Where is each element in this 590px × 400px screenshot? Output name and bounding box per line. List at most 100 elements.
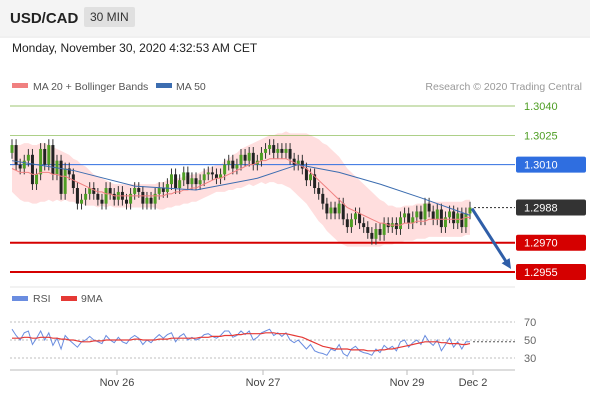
level-label-4: 1.2970 [524,238,558,250]
candle-body [104,188,108,204]
rsi-line [11,328,470,357]
candle-body [161,188,165,192]
candle-body [178,180,182,189]
candle-body [362,223,366,228]
candle-body [26,154,30,161]
candle-body [407,213,411,224]
candle-body [149,197,153,204]
candle-body [112,193,116,200]
candle-body [448,211,452,218]
candle-body [198,180,202,185]
candle-body [415,211,419,218]
candle-body [182,172,186,181]
candle-body [174,174,178,189]
bollinger-band [12,131,470,247]
ma50-line [11,160,471,216]
candle-body [210,172,214,175]
candle-body [84,193,88,200]
candle-body [431,211,435,220]
candle-body [71,174,75,189]
candle-body [227,160,231,165]
candle-body [264,148,268,153]
rsi-legend-label: RSI [33,293,51,305]
candle-body [358,213,362,224]
candle-body [341,203,345,220]
candle-body [133,188,137,194]
candle-body [317,188,321,194]
candle-body [22,160,26,169]
level-badge-5 [516,264,586,280]
candle-body [10,145,14,153]
main-legend: MA 20 + Bollinger Bands MA 50 Research ©… [12,81,582,93]
candle-body [129,193,133,204]
x-label-0: Nov 26 [100,377,135,389]
candle-body [280,148,284,153]
candle-body [157,188,161,194]
candle-body [51,145,55,175]
credit-label: Research © 2020 Trading Central [425,81,582,93]
candle-body [231,160,235,169]
level-badge-2 [516,156,586,173]
candle-body [411,217,415,224]
timestamp: Monday, November 30, 2020 4:32:53 AM CET [12,41,258,55]
candle-body [288,148,292,159]
x-label-3: Dec 2 [459,377,488,389]
candle-body [443,217,447,228]
ma9-legend-swatch [61,296,77,301]
candle-body [43,148,47,165]
candle-body [75,188,79,204]
candle-body [419,211,423,220]
candle-body [460,213,464,228]
candle-body [190,178,194,185]
candle-body [202,174,206,181]
x-label-2: Nov 29 [390,377,425,389]
candle-body [272,145,276,153]
rsi-tick-1: 50 [524,335,536,347]
candle-body [243,154,247,161]
level-badge-4 [516,234,586,251]
candle-body [329,207,333,214]
candle-body [18,164,22,169]
candle-body [96,193,100,200]
projection-arrow [470,207,509,264]
level-label-5: 1.2955 [524,267,558,279]
candle-body [276,148,280,153]
candle-body [141,191,145,204]
candle-body [169,174,173,185]
ma9-line [12,332,471,352]
candle-body [219,174,223,179]
candle-body [398,217,402,230]
rsi-legend: RSI 9MA [12,293,103,305]
candle-body [100,199,104,204]
candle-body [325,203,329,214]
candle-body [30,154,34,185]
candle-body [394,223,398,230]
candle-body [14,145,18,165]
candle-body [63,168,67,194]
chart-header: USD/CAD 30 MIN [0,0,590,36]
candle-body [80,199,84,204]
candle-body [296,160,300,165]
candle-body [59,160,63,194]
candle-body [292,158,296,165]
candle-body [235,164,239,169]
candle-body [206,172,210,175]
candle-body [313,174,317,189]
level-badge-3 [516,199,586,216]
candle-body [259,152,263,161]
candle-body [304,168,308,181]
level-label-0: 1.3040 [524,101,558,113]
candle-body [137,188,141,192]
symbol-label[interactable]: USD/CAD [10,10,79,27]
candle-body [186,172,190,185]
ma9-legend-label: 9MA [81,293,103,305]
rsi-tick-0: 70 [524,317,536,329]
candle-body [337,203,341,214]
candle-body [251,152,255,165]
candle-body [321,193,325,204]
candle-body [464,213,468,228]
timeframe-badge[interactable]: 30 MIN [84,7,135,27]
candle-body [300,160,304,169]
projection-arrowhead [501,258,511,269]
candle-body [345,219,349,228]
